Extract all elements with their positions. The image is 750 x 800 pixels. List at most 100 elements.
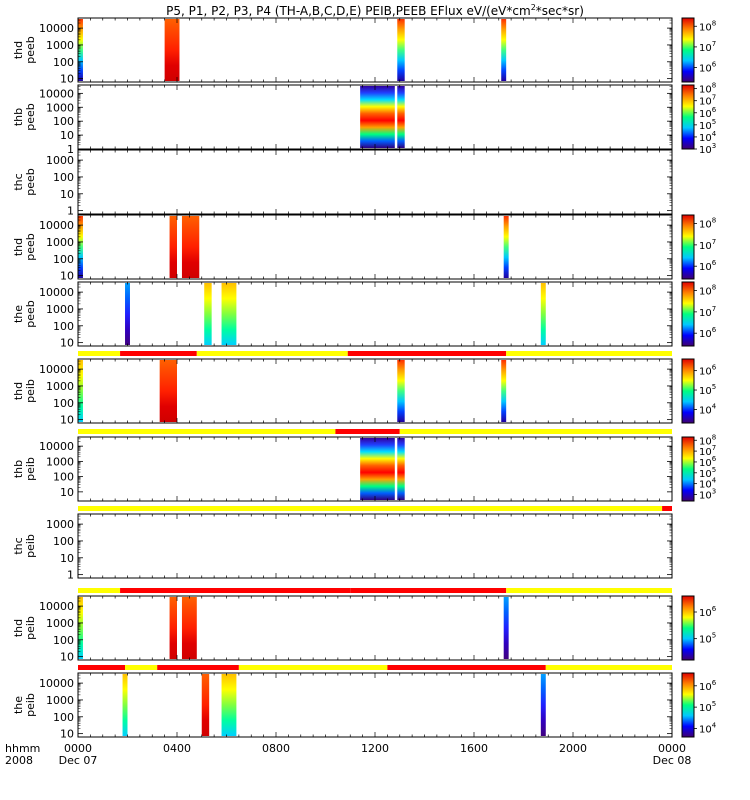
y-tick-label: 10000 (39, 677, 74, 690)
y-tick-label: 1 (67, 569, 74, 582)
flag-segment (350, 588, 507, 593)
y-tick-label: 10 (60, 651, 74, 664)
colorbar-tick-label: 105 (699, 700, 716, 714)
flag-segment (387, 665, 546, 670)
y-tick-label: 100 (53, 471, 74, 484)
spectrum-block (503, 216, 509, 278)
panel-frame (77, 513, 673, 579)
panel-the_peib: 10000 1000 100 10 the peib 106 105 104 (12, 665, 717, 741)
colorbar (681, 17, 695, 83)
y-tick-label: 1000 (46, 617, 74, 630)
y-tick-label: 10 (60, 270, 74, 283)
y-axis-label: peib (24, 693, 37, 717)
flag-segment (78, 351, 121, 356)
colorbar-tick-label: 104 (699, 721, 717, 735)
panel-frame (77, 214, 673, 280)
spectrum-block (397, 438, 405, 500)
flag-segment (78, 588, 121, 593)
y-tick-label: 100 (53, 397, 74, 410)
x-tick-label: 2000 (559, 742, 587, 755)
colorbar (681, 436, 695, 502)
flag-segment (399, 429, 672, 434)
flag-segment (662, 506, 672, 511)
spectrum-block (221, 283, 237, 345)
y-axis-label: peeb (24, 103, 37, 131)
figure-title: P5, P1, P2, P3, P4 (TH-A,B,C,D,E) PEIB,P… (166, 3, 584, 18)
y-tick-label: 1000 (46, 303, 74, 316)
y-tick-label: 100 (53, 634, 74, 647)
colorbar-tick-label: 106 (699, 605, 717, 619)
y-tick-label: 1000 (46, 518, 74, 531)
spectrum-block (181, 597, 197, 659)
flag-segment (196, 351, 348, 356)
y-axis-label: thd (12, 382, 25, 400)
y-tick-label: 100 (53, 253, 74, 266)
x-date-label: Dec 08 (653, 754, 692, 767)
colorbar-tick-label: 106 (699, 326, 717, 340)
y-tick-label: 10000 (39, 363, 74, 376)
y-axis-label: thd (12, 41, 25, 59)
colorbar-tick-label: 107 (699, 305, 716, 319)
spectrum-block (159, 360, 177, 422)
x-axis-left-label: 2008 (5, 754, 33, 767)
spectrum-block (221, 674, 237, 736)
panel-thc_peib: 1000 100 10 1 thc peib (12, 506, 673, 582)
colorbar-tick-label: 105 (699, 383, 716, 397)
y-axis-label: thc (12, 173, 25, 190)
flag-segment (78, 429, 336, 434)
y-tick-label: 10 (60, 728, 74, 741)
colorbar-tick-label: 108 (699, 217, 716, 231)
colorbar-tick-label: 106 (699, 679, 717, 693)
y-tick-label: 10 (60, 188, 74, 201)
colorbar-tick-label: 108 (699, 284, 716, 298)
spectrum-block (503, 597, 509, 659)
panel-tha_peib: 10000 1000 100 10 thd peib 106 105 104 (12, 351, 717, 427)
y-axis-label: thb (12, 460, 25, 478)
y-tick-label: 10 (60, 414, 74, 427)
y-tick-label: 1000 (46, 380, 74, 393)
colorbar-tick-label: 106 (699, 364, 717, 378)
y-tick-label: 1000 (46, 236, 74, 249)
x-date-label: Dec 07 (59, 754, 98, 767)
y-axis-label: peib (24, 616, 37, 640)
panel-frame (77, 281, 673, 347)
panel-the_peeb: 10000 1000 100 10 the peeb 108 107 106 (12, 281, 717, 350)
spectrum-block (122, 674, 128, 736)
x-axis-left-label: hhmm (5, 742, 40, 755)
y-tick-label: 1000 (46, 694, 74, 707)
colorbar (681, 281, 695, 347)
panel-thd_peeb: 10000 1000 100 10 thd peeb 108 107 106 (12, 214, 717, 283)
spectrum-block (540, 283, 546, 345)
colorbar-tick-label: 108 (699, 19, 716, 33)
y-tick-label: 10000 (39, 286, 74, 299)
y-axis-label: thd (12, 619, 25, 637)
y-axis-label: thd (12, 238, 25, 256)
colorbar-tick-label: 107 (699, 40, 716, 54)
spectrum-block (397, 19, 405, 81)
x-tick-label: 0400 (163, 742, 191, 755)
y-tick-label: 10000 (39, 219, 74, 232)
y-axis-label: the (12, 305, 25, 323)
colorbar-tick-label: 104 (699, 402, 717, 416)
colorbar-tick-label: 105 (699, 632, 716, 646)
flag-segment (545, 665, 672, 670)
colorbar-tick-label: 107 (699, 238, 716, 252)
y-axis-label: peib (24, 534, 37, 558)
spectrum-block (125, 283, 130, 345)
flag-segment (125, 665, 158, 670)
y-tick-label: 1000 (46, 455, 74, 468)
y-axis-label: peeb (24, 168, 37, 196)
y-tick-label: 10000 (39, 600, 74, 613)
x-tick-label: 0000 (64, 742, 92, 755)
flag-segment (238, 665, 388, 670)
colorbar (681, 358, 695, 424)
flag-segment (120, 588, 351, 593)
panel-frame (77, 149, 673, 215)
y-axis-label: peib (24, 379, 37, 403)
flag-segment (347, 351, 507, 356)
y-tick-label: 1000 (46, 154, 74, 167)
y-tick-label: 10000 (39, 87, 74, 100)
colorbar-tick-label: 103 (699, 487, 716, 501)
panel-frame (77, 672, 673, 738)
